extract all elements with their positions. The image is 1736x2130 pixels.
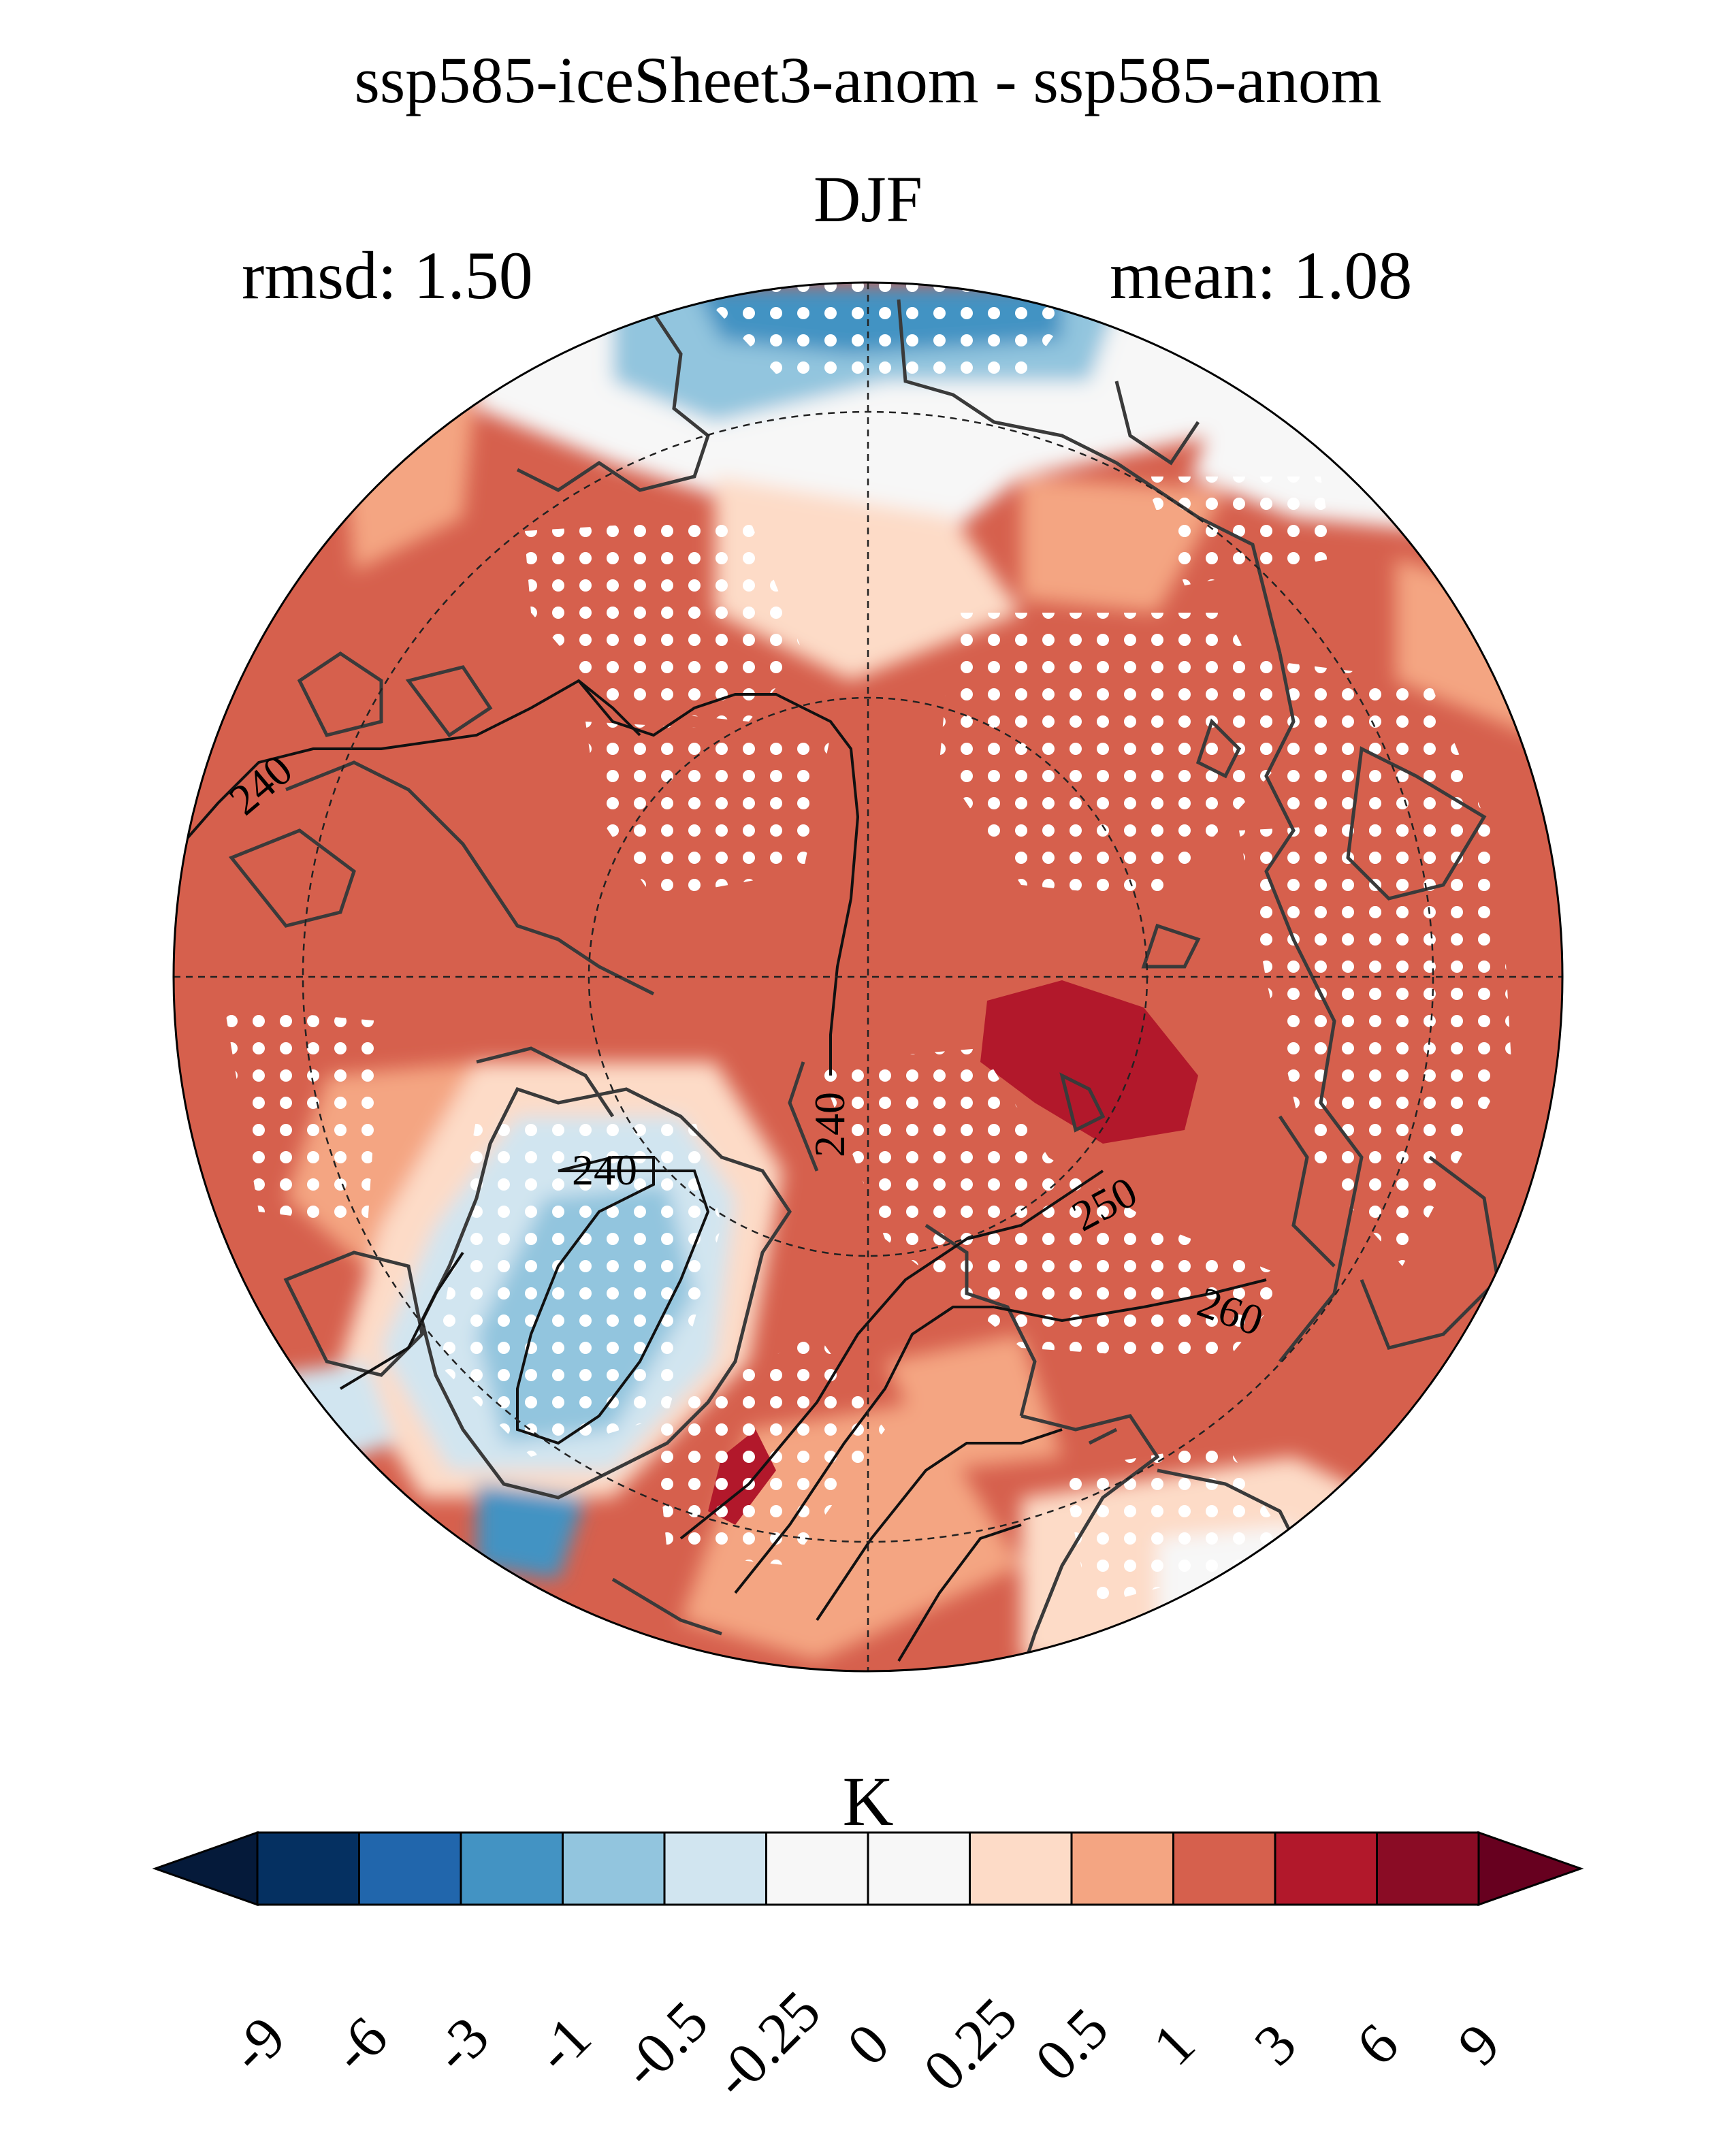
colorbar-segments (256, 1831, 1480, 1906)
polar-map: 240 240 240 250 260 (172, 281, 1564, 1673)
colorbar-segment (460, 1831, 564, 1906)
colorbar-tick-label: -1 (522, 2003, 603, 2085)
figure-title: ssp585-iceSheet3-anom - ssp585-anom (354, 44, 1382, 116)
colorbar (152, 1830, 1584, 1907)
colorbar-tick-label: 0.5 (1023, 1995, 1121, 2093)
colorbar-segment (1376, 1831, 1480, 1906)
colorbar-segment (1070, 1831, 1174, 1906)
season-label: DJF (813, 163, 923, 236)
colorbar-segment (256, 1831, 360, 1906)
coastlines (228, 299, 1500, 1671)
colorbar-tick-label: 0 (834, 2010, 902, 2078)
mean-value: mean: 1.08 (1110, 238, 1413, 313)
colorbar-segment (867, 1831, 971, 1906)
contour-label-240-pole: 240 (805, 1092, 854, 1157)
colorbar-tick-label: -9 (216, 2003, 298, 2085)
colorbar-tick-label: 0.25 (910, 1984, 1029, 2104)
contour-label-240-greenland: 240 (572, 1146, 637, 1194)
colorbar-tick-label: -0.25 (700, 1978, 833, 2111)
colorbar-segment (765, 1831, 869, 1906)
graticule (174, 283, 1562, 1671)
significance-stippling (225, 283, 1511, 1607)
colorbar-tick-label: 1 (1140, 2010, 1207, 2078)
temperature-contours (174, 679, 1267, 1662)
anomaly-field (174, 283, 1562, 1671)
map-boundary (172, 281, 1564, 1673)
colorbar-tick-label: 3 (1241, 2010, 1309, 2078)
rmsd-value: rmsd: 1.50 (242, 238, 533, 313)
colorbar-tick-label: -6 (319, 2003, 400, 2085)
colorbar-extend-high (1477, 1830, 1584, 1907)
colorbar-tick-label: 6 (1343, 2010, 1411, 2078)
colorbar-segment (358, 1831, 462, 1906)
colorbar-extend-low (152, 1830, 259, 1907)
colorbar-segment (562, 1831, 666, 1906)
colorbar-tick-label: 9 (1445, 2010, 1513, 2078)
colorbar-segment (1172, 1831, 1276, 1906)
colorbar-tick-label: -0.5 (608, 1988, 721, 2101)
colorbar-tick-label: -3 (420, 2003, 502, 2085)
colorbar-segment (969, 1831, 1073, 1906)
colorbar-unit: K (842, 1762, 894, 1841)
colorbar-segment (1274, 1831, 1378, 1906)
colorbar-segment (663, 1831, 767, 1906)
